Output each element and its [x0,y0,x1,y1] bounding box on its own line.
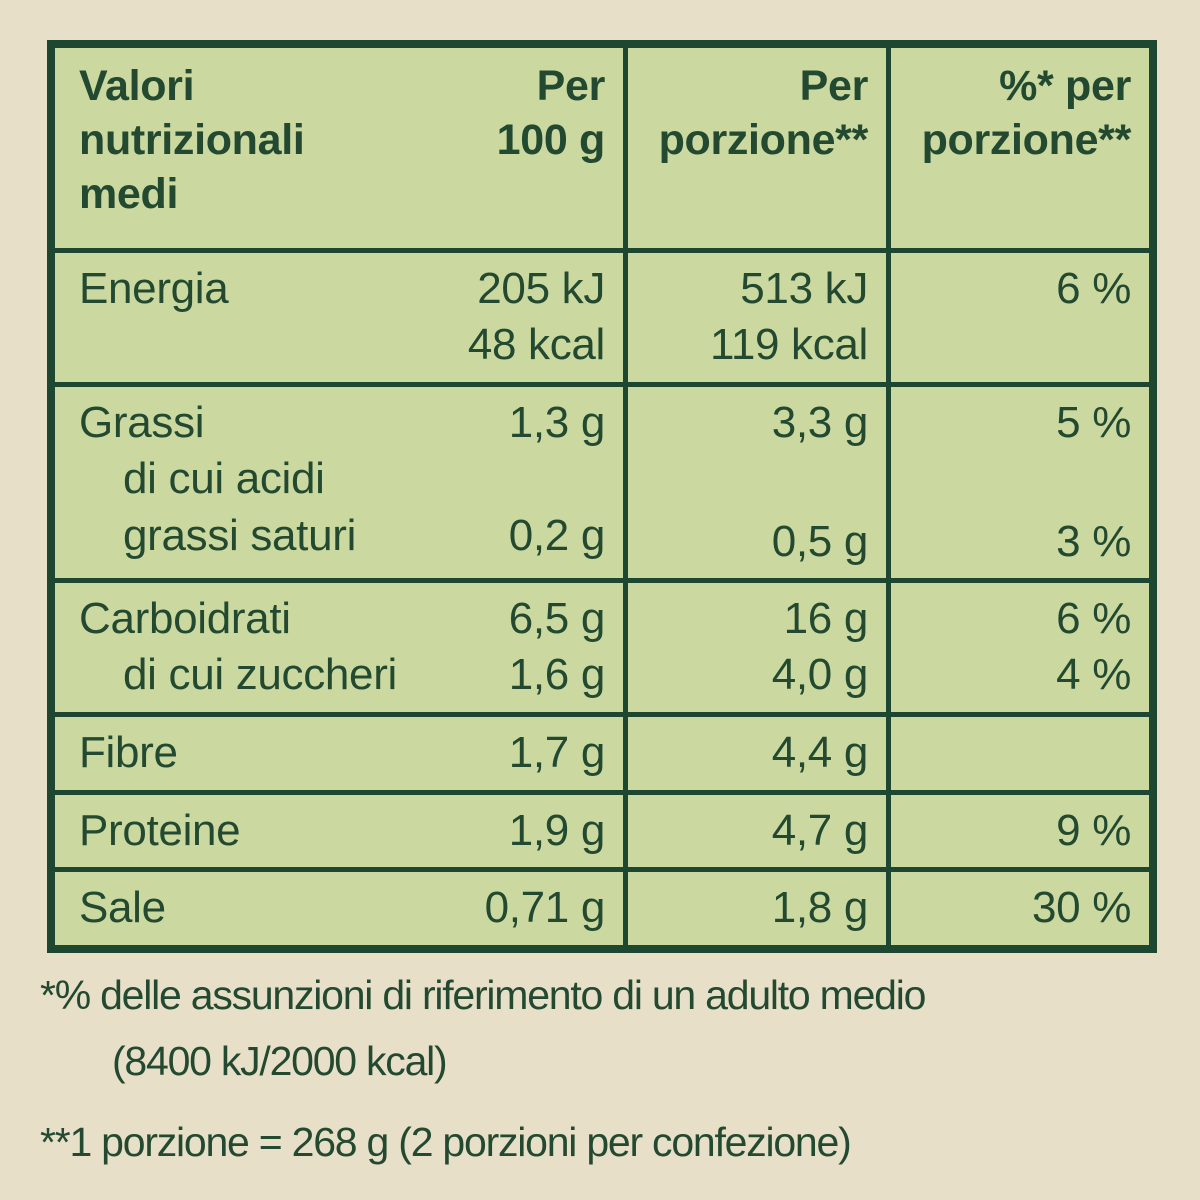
table-row-fibre: Fibre 1,7 g 4,4 g [55,712,1149,790]
table-row-proteine: Proteine 1,9 g 4,7 g 9 % [55,790,1149,868]
energia-name-per100-cell: Energia 205 kJ 48 kcal [55,253,623,382]
table-row-sale: Sale 0,71 g 1,8 g 30 % [55,867,1149,945]
sale-pct-value: 30 % [886,872,1149,945]
carboidrati-sub-label: di cui zuccheri [123,650,397,700]
proteine-name-per100-cell: Proteine 1,9 g [55,795,623,867]
table-header-row: Valori nutrizionali medi Per 100 g Per p… [55,48,1149,248]
header-cell-title-per100: Valori nutrizionali medi Per 100 g [55,48,623,248]
table-row-carboidrati: Carboidrati 6,5 g di cui zuccheri 1,6 g … [55,578,1149,712]
footnote-portion-definition: **1 porzione = 268 g (2 porzioni per con… [40,1118,852,1165]
nutrient-name: Proteine [79,806,241,855]
grassi-portion-values: 3,3 g 0,5 g [623,387,886,578]
proteine-pct-value: 9 % [886,795,1149,868]
energia-pct-value: 6 % [886,253,1149,382]
energia-per100-values: 205 kJ 48 kcal [467,264,606,370]
nutrient-name: Energia [79,264,229,313]
energia-portion-values: 513 kJ 119 kcal [623,253,886,382]
grassi-sub-label-line1: di cui acidi [123,454,325,504]
nutrient-name: Fibre [79,728,178,777]
grassi-sub-label-line2: grassi saturi [123,510,357,560]
nutrient-name: Carboidrati [79,594,291,643]
nutrient-name: Sale [79,883,166,933]
grassi-pct-values: 5 % 3 % [886,387,1149,578]
column-header-pct-per-portion: %* per porzione** [886,48,1149,248]
column-header-per-portion: Per porzione** [623,48,886,248]
nutrient-name: Grassi [79,398,205,447]
table-row-grassi: Grassi 1,3 g di cui acidi grassi saturi … [55,382,1149,578]
fibre-pct-value-empty [886,717,1149,790]
sale-portion-value: 1,8 g [623,872,886,945]
footnotes: *% delle assunzioni di riferimento di un… [40,962,1170,1189]
nutrition-table: Valori nutrizionali medi Per 100 g Per p… [47,40,1157,953]
carboidrati-name-per100-cell: Carboidrati 6,5 g di cui zuccheri 1,6 g [55,583,623,712]
sale-name-per100-cell: Sale 0,71 g [55,872,623,944]
carboidrati-portion-values: 16 g 4,0 g [623,583,886,712]
fibre-portion-value: 4,4 g [623,717,886,790]
grassi-name-per100-cell: Grassi 1,3 g di cui acidi grassi saturi … [55,387,623,578]
footnote-reference-intake: *% delle assunzioni di riferimento di un… [40,972,926,1085]
column-header-per-100g: Per 100 g [496,62,606,164]
fibre-name-per100-cell: Fibre 1,7 g [55,717,623,790]
carboidrati-pct-values: 6 % 4 % [886,583,1149,712]
proteine-portion-value: 4,7 g [623,795,886,868]
table-title: Valori nutrizionali medi [79,62,305,218]
table-row-energia: Energia 205 kJ 48 kcal 513 kJ 119 kcal 6… [55,248,1149,382]
